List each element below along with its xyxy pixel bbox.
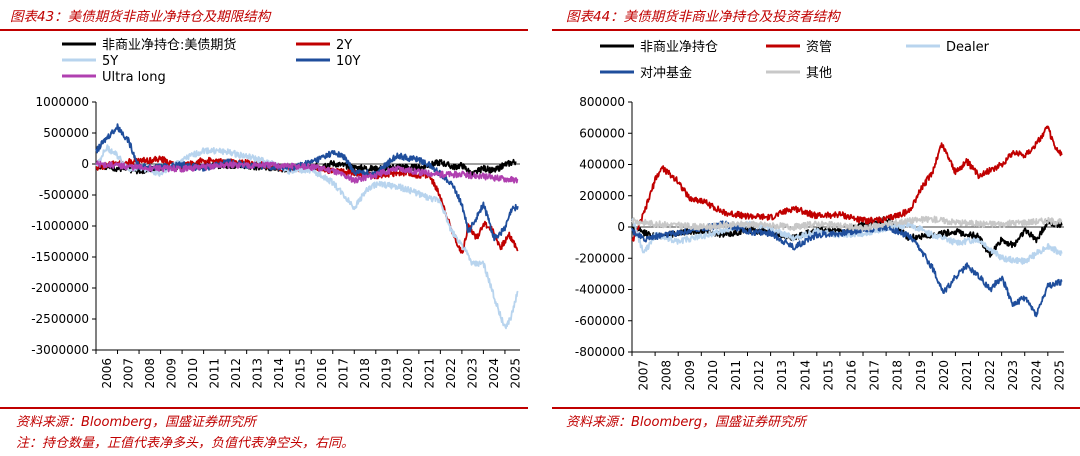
x-tick-label: 2013 (250, 358, 264, 389)
series-line-3 (95, 123, 519, 242)
right-figure-title: 图表44：美债期货非商业净持仓及投资者结构 (566, 9, 840, 25)
x-tick-label: 2012 (752, 360, 766, 391)
x-tick-label: 2007 (637, 360, 651, 391)
legend-label-2: 5Y (102, 54, 118, 69)
y-tick-label: -500000 (39, 188, 89, 202)
x-tick-label: 2025 (509, 358, 523, 389)
x-tick-label: 2015 (293, 358, 307, 389)
x-tick-label: 2010 (706, 360, 720, 391)
y-tick-label: 400000 (579, 158, 625, 172)
y-tick-label: 500000 (43, 126, 89, 140)
y-tick-label: -400000 (575, 283, 625, 297)
x-tick-label: 2022 (444, 358, 458, 389)
x-tick-label: 2024 (487, 358, 501, 389)
x-tick-label: 2014 (798, 360, 812, 391)
right-top-rule (552, 29, 1080, 31)
x-tick-label: 2019 (914, 360, 928, 391)
x-tick-label: 2006 (100, 358, 114, 389)
series-line-1 (631, 125, 1063, 242)
y-tick-label: -1000000 (31, 219, 89, 233)
y-tick-label: 200000 (579, 189, 625, 203)
series-line-4 (631, 215, 1063, 232)
legend-label-4: Ultra long (102, 70, 166, 85)
y-tick-label: -800000 (575, 345, 625, 359)
y-tick-label: -2000000 (31, 281, 89, 295)
y-tick-label: 0 (617, 220, 625, 234)
x-tick-label: 2011 (207, 358, 221, 389)
x-tick-label: 2010 (186, 358, 200, 389)
series-line-3 (631, 220, 1063, 318)
legend-label-2: Dealer (946, 40, 990, 55)
x-tick-label: 2013 (775, 360, 789, 391)
left-chart: 1000000 500000 0 -500000 -1000000 -1500000 -20… (31, 37, 523, 389)
y-tick-label: -200000 (575, 251, 625, 265)
legend-label-1: 资管 (806, 40, 832, 55)
series-line-4 (95, 160, 519, 184)
x-tick-label: 2022 (983, 360, 997, 391)
legend-label-0: 非商业净持仓 (640, 40, 718, 55)
y-tick-label: 800000 (579, 95, 625, 109)
x-tick-label: 2014 (272, 358, 286, 389)
y-tick-label: 600000 (579, 126, 625, 140)
x-tick-label: 2018 (891, 360, 905, 391)
x-tick-label: 2009 (164, 358, 178, 389)
right-bottom-rule (552, 407, 1080, 409)
left-source: 资料来源：Bloomberg，国盛证券研究所 (16, 415, 256, 430)
x-tick-label: 2016 (844, 360, 858, 391)
x-tick-label: 2008 (143, 358, 157, 389)
x-tick-label: 2023 (466, 358, 480, 389)
left-bottom-rule (0, 407, 528, 409)
y-tick-label: -1500000 (31, 250, 89, 264)
y-tick-label: 0 (81, 157, 89, 171)
legend-label-0: 非商业净持仓:美债期货 (102, 37, 236, 53)
x-tick-label: 2020 (401, 358, 415, 389)
legend-label-1: 2Y (336, 38, 352, 53)
right-source: 资料来源：Bloomberg，国盛证券研究所 (566, 415, 806, 430)
left-note: 注：持仓数量，正值代表净多头，负值代表净空头，右同。 (16, 436, 355, 451)
right-panel: 图表44：美债期货非商业净持仓及投资者结构 800000 600000 400000… (540, 0, 1080, 456)
x-tick-label: 2011 (729, 360, 743, 391)
x-tick-label: 2025 (1052, 360, 1066, 391)
right-chart: 800000 600000 400000 200000 0 -200000 -400000 -… (575, 40, 1067, 391)
y-tick-label: -3000000 (31, 343, 89, 357)
x-tick-label: 2007 (121, 358, 135, 389)
y-tick-label: -600000 (575, 314, 625, 328)
x-tick-label: 2023 (1006, 360, 1020, 391)
left-figure-title: 图表43：美债期货非商业净持仓及期限结构 (10, 9, 271, 25)
x-tick-label: 2012 (229, 358, 243, 389)
legend-label-4: 其他 (806, 66, 832, 81)
x-tick-label: 2016 (315, 358, 329, 389)
x-tick-label: 2008 (660, 360, 674, 391)
y-tick-label: 1000000 (36, 95, 89, 109)
x-tick-label: 2021 (423, 358, 437, 389)
x-tick-label: 2019 (380, 358, 394, 389)
left-top-rule (0, 29, 528, 31)
x-tick-label: 2017 (868, 360, 882, 391)
x-tick-label: 2024 (1029, 360, 1043, 391)
y-tick-label: -2500000 (31, 312, 89, 326)
legend-label-3: 对冲基金 (640, 65, 692, 81)
x-tick-label: 2021 (960, 360, 974, 391)
left-panel: 图表43：美债期货非商业净持仓及期限结构 1000000 500000 0 -5000… (0, 9, 528, 451)
x-tick-label: 2020 (937, 360, 951, 391)
x-tick-label: 2018 (358, 358, 372, 389)
x-tick-label: 2017 (337, 358, 351, 389)
legend-label-3: 10Y (336, 54, 361, 69)
x-tick-label: 2009 (683, 360, 697, 391)
x-tick-label: 2015 (821, 360, 835, 391)
